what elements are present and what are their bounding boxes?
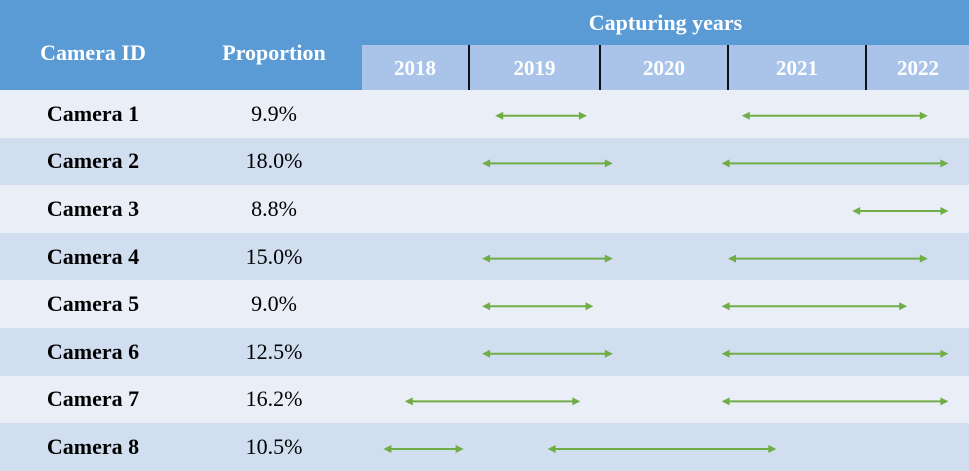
camera-id-cell: Camera 4 (46, 243, 140, 269)
table-row: Camera 6 12.5% (0, 328, 969, 376)
proportion-cell: 15.0% (245, 243, 303, 269)
year-divider (599, 45, 601, 90)
year-header-2022: 2022 (897, 56, 939, 80)
header-camera-id: Camera ID (40, 40, 146, 65)
year-header-2021: 2021 (776, 56, 818, 80)
table-row: Camera 1 9.9% (0, 90, 969, 138)
camera-id-cell: Camera 3 (46, 195, 140, 221)
camera-id-cell: Camera 5 (46, 291, 140, 317)
year-header-2020: 2020 (643, 56, 685, 80)
year-divider (865, 45, 867, 90)
header-left-band (0, 45, 362, 90)
years-header-band (362, 45, 969, 90)
header-proportion: Proportion (222, 40, 326, 65)
camera-id-cell: Camera 2 (46, 148, 140, 174)
proportion-cell: 8.8% (251, 195, 297, 221)
header-band (0, 0, 969, 45)
table-row: Camera 2 18.0% (0, 137, 969, 186)
proportion-cell: 9.0% (251, 291, 297, 317)
table-row: Camera 5 9.0% (0, 280, 969, 328)
header-capturing-years: Capturing years (588, 10, 743, 35)
year-header-2019: 2019 (513, 56, 556, 80)
year-divider (727, 45, 729, 90)
proportion-cell: 16.2% (245, 386, 303, 412)
year-divider (468, 45, 470, 90)
camera-id-cell: Camera 7 (46, 386, 140, 412)
camera-id-cell: Camera 6 (46, 338, 140, 364)
year-header-2018: 2018 (394, 56, 436, 80)
table-row: Camera 7 16.2% (0, 375, 969, 424)
proportion-cell: 10.5% (245, 433, 303, 459)
table-row: Camera 8 10.5% (0, 423, 969, 471)
proportion-cell: 18.0% (245, 148, 303, 174)
table-row: Camera 3 8.8% (0, 185, 969, 233)
proportion-cell: 12.5% (245, 338, 303, 364)
proportion-cell: 9.9% (251, 100, 297, 126)
table-row: Camera 4 15.0% (0, 232, 969, 281)
camera-id-cell: Camera 8 (46, 433, 140, 459)
camera-id-cell: Camera 1 (46, 100, 140, 126)
